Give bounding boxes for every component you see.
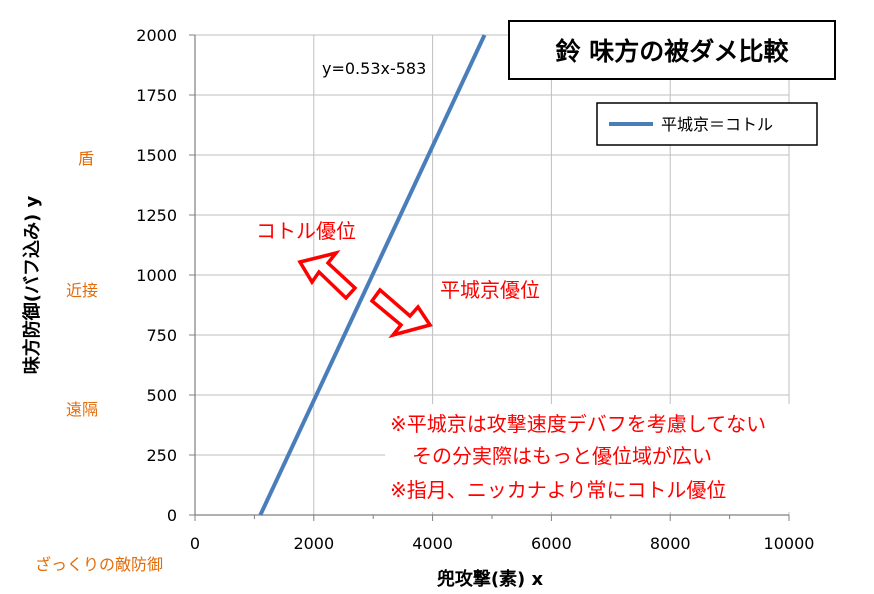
x-tick-labels: 0 2000 4000 6000 8000 10000 — [190, 534, 815, 553]
x-tick-label: 2000 — [293, 534, 334, 553]
x-tick-label: 4000 — [412, 534, 453, 553]
y-tick-label: 500 — [146, 386, 177, 405]
region-label-right: 平城京優位 — [440, 278, 540, 302]
y-side-label-melee: 近接 — [66, 281, 98, 300]
y-tick-label: 1500 — [136, 146, 177, 165]
notes-background — [385, 404, 862, 512]
arrow-right-down — [369, 287, 433, 339]
note-line-3: ※指月、ニッカナより常にコトル優位 — [390, 478, 726, 502]
y-tick-label: 0 — [167, 506, 177, 525]
series-line — [258, 34, 487, 516]
y-tick-label: 1750 — [136, 86, 177, 105]
y-side-label-ranged: 遠隔 — [66, 400, 98, 419]
arrow-left-up — [297, 250, 358, 301]
x-tick-label: 6000 — [531, 534, 572, 553]
y-axis-title: 味方防御(バフ込み) y — [21, 196, 43, 375]
y-tick-label: 2000 — [136, 26, 177, 45]
x-tick-label: 10000 — [764, 534, 815, 553]
chart-title: 鈴 味方の被ダメ比較 — [556, 37, 790, 66]
y-tick-label: 1250 — [136, 206, 177, 225]
note-line-2: その分実際はもっと優位域が広い — [412, 444, 712, 468]
corner-label: ざっくりの敵防御 — [35, 555, 163, 574]
y-tick-label: 1000 — [136, 266, 177, 285]
y-side-label-shield: 盾 — [78, 149, 94, 168]
equation-label: y=0.53x-583 — [322, 59, 426, 78]
title-box — [508, 20, 836, 80]
y-tick-labels: 0 250 500 750 1000 1250 1500 1750 2000 — [136, 26, 177, 525]
x-tick-label: 8000 — [650, 534, 691, 553]
x-axis-title: 兜攻撃(素) x — [437, 568, 544, 590]
y-tick-label: 250 — [146, 446, 177, 465]
region-label-left: コトル優位 — [256, 219, 356, 243]
legend-entry: 平城京＝コトル — [661, 115, 773, 134]
x-tick-label: 0 — [190, 534, 200, 553]
y-tick-label: 750 — [146, 326, 177, 345]
series-lines — [258, 34, 487, 516]
note-line-1: ※平城京は攻撃速度デバフを考慮してない — [390, 412, 766, 436]
